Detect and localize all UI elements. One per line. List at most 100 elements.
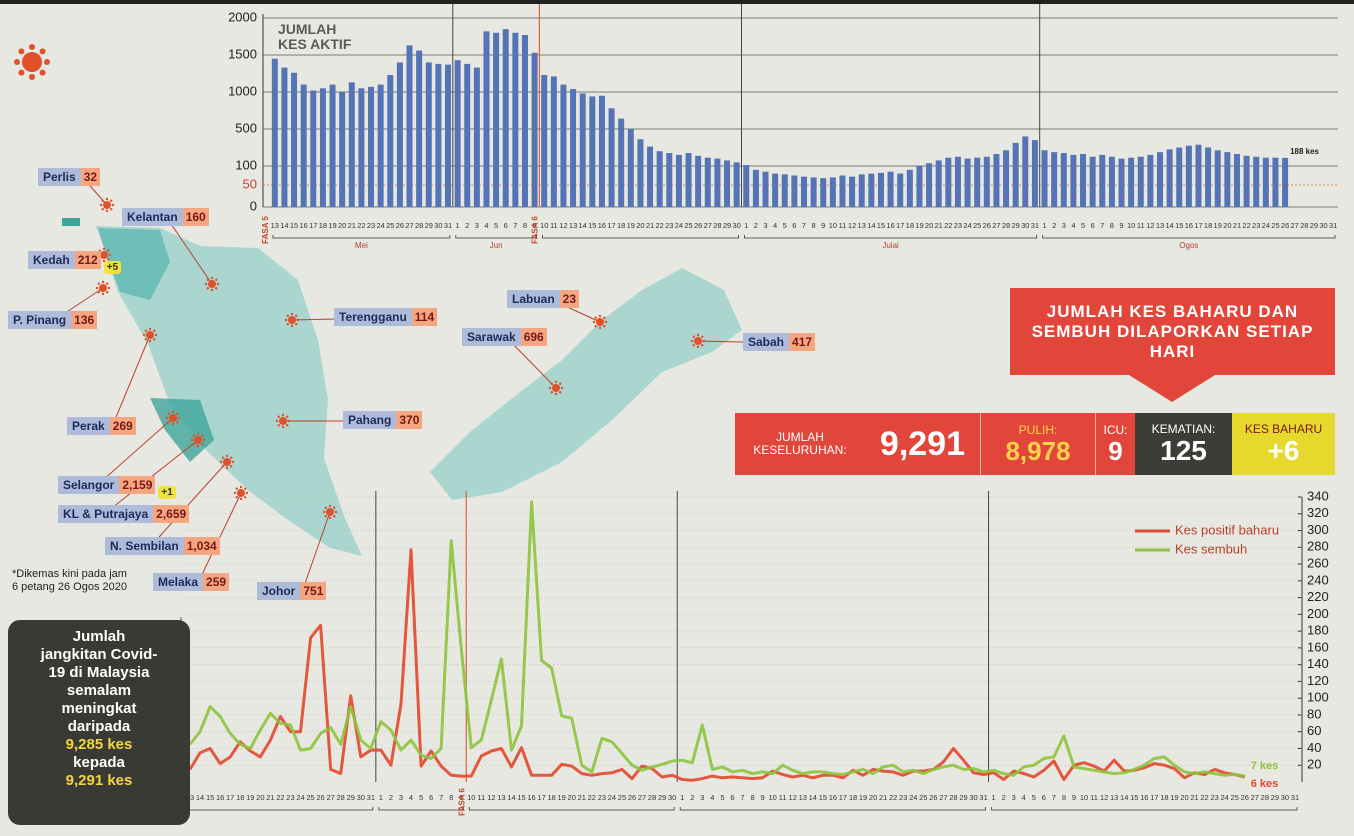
x-tick-label: 30 xyxy=(732,221,740,230)
virus-spike xyxy=(102,281,104,283)
x-tick-label: 26 xyxy=(396,221,404,230)
virus-spike xyxy=(329,505,331,507)
x-tick-label: 9 xyxy=(1119,221,1123,230)
virus-spike xyxy=(599,327,601,329)
virus-spike xyxy=(145,338,147,340)
x-tick-label: 26 xyxy=(1241,793,1249,802)
summary-text: Jumlah jangkitan Covid-19 di Malaysia se… xyxy=(38,628,160,736)
virus-spike xyxy=(236,488,238,490)
state-cases: 23 xyxy=(560,290,579,308)
state-label: Johor751 xyxy=(257,582,326,600)
x-tick-label: 4 xyxy=(484,221,488,230)
virus-spike xyxy=(100,204,102,206)
virus-spike xyxy=(593,321,595,323)
y-tick-label: 60 xyxy=(1307,723,1321,738)
x-tick-label: 15 xyxy=(517,793,525,802)
x-tick-label: 2 xyxy=(690,793,694,802)
bar xyxy=(580,93,586,207)
x-tick-label: 22 xyxy=(588,793,596,802)
x-tick-label: 18 xyxy=(906,221,914,230)
x-tick-label: 19 xyxy=(627,221,635,230)
virus-spike xyxy=(559,383,561,385)
phase-label: FASA 6 xyxy=(531,216,540,244)
virus-spike xyxy=(172,423,174,425)
virus-spike xyxy=(211,277,213,279)
bar xyxy=(1090,157,1096,207)
state-cases: 2,659 xyxy=(153,505,189,523)
x-tick-label: 26 xyxy=(316,793,324,802)
x-tick-label: 16 xyxy=(829,793,837,802)
virus-spike xyxy=(211,289,213,291)
x-tick-label: 27 xyxy=(1291,221,1299,230)
virus-spike xyxy=(325,515,327,517)
x-tick-label: 11 xyxy=(1137,221,1145,230)
x-tick-label: 26 xyxy=(983,221,991,230)
x-tick-label: 14 xyxy=(579,221,587,230)
virus-spike xyxy=(693,336,695,338)
x-tick-label: 31 xyxy=(444,221,452,230)
x-tick-label: 16 xyxy=(598,221,606,230)
bar xyxy=(435,64,441,207)
bar xyxy=(416,51,422,207)
bar xyxy=(301,85,307,207)
bar xyxy=(734,162,740,207)
bar xyxy=(272,59,278,207)
x-tick-label: 9 xyxy=(821,221,825,230)
state-label: N. Sembilan1,034 xyxy=(105,537,220,555)
state-name: Kedah xyxy=(28,251,75,269)
state-cases: 32 xyxy=(81,168,100,186)
x-tick-label: 20 xyxy=(256,793,264,802)
virus-spike xyxy=(207,287,209,289)
bar xyxy=(1147,155,1153,207)
x-tick-label: 23 xyxy=(598,793,606,802)
stat-value: 9 xyxy=(1108,437,1122,465)
stat-cell: KEMATIAN:125 xyxy=(1135,413,1232,475)
x-tick-label: 3 xyxy=(1062,221,1066,230)
x-tick-label: 13 xyxy=(569,221,577,230)
virus-spike xyxy=(276,420,278,422)
virus-spike xyxy=(605,321,607,323)
virus-spike xyxy=(102,208,104,210)
virus-spike xyxy=(172,411,174,413)
virus-body xyxy=(694,337,702,345)
state-marker xyxy=(166,411,180,425)
x-tick-label: 14 xyxy=(1120,793,1128,802)
virus-body xyxy=(194,436,202,444)
bar xyxy=(378,85,384,207)
virus-spike xyxy=(603,317,605,319)
infographic: 0501005001000150020001314151617181920212… xyxy=(0,0,1354,836)
virus-spike xyxy=(278,424,280,426)
x-tick-label: 3 xyxy=(399,793,403,802)
state-cases: 370 xyxy=(396,411,422,429)
y-tick-label: 280 xyxy=(1307,539,1329,554)
x-tick-label: 30 xyxy=(357,793,365,802)
x-tick-label: 2 xyxy=(1002,793,1006,802)
virus-spike xyxy=(244,488,246,490)
stat-cell: JUMLAH KESELURUHAN:9,291 xyxy=(735,413,980,475)
x-tick-label: 17 xyxy=(309,221,317,230)
y-tick-label: 40 xyxy=(1307,740,1321,755)
state-label: Sabah417 xyxy=(743,333,815,351)
virus-spike xyxy=(323,511,325,513)
y-tick-label: 0 xyxy=(250,198,257,213)
virus-spike xyxy=(168,421,170,423)
x-tick-label: 5 xyxy=(720,793,724,802)
virus-body xyxy=(169,414,177,422)
summary-connector: kepada xyxy=(38,754,160,772)
state-name: Terengganu xyxy=(334,308,412,326)
bar xyxy=(1215,150,1221,207)
virus-spike xyxy=(102,293,104,295)
virus-spike xyxy=(282,426,284,428)
x-tick-label: 31 xyxy=(1031,221,1039,230)
x-tick-label: 22 xyxy=(276,793,284,802)
x-tick-label: 29 xyxy=(1012,221,1020,230)
y-tick-label: 240 xyxy=(1307,572,1329,587)
x-tick-label: 12 xyxy=(1146,221,1154,230)
x-tick-label: 28 xyxy=(337,793,345,802)
virus-spike xyxy=(697,346,699,348)
x-tick-label: 25 xyxy=(1271,221,1279,230)
virus-spike xyxy=(201,443,203,445)
x-tick-label: 31 xyxy=(1329,221,1337,230)
virus-spike xyxy=(222,465,224,467)
